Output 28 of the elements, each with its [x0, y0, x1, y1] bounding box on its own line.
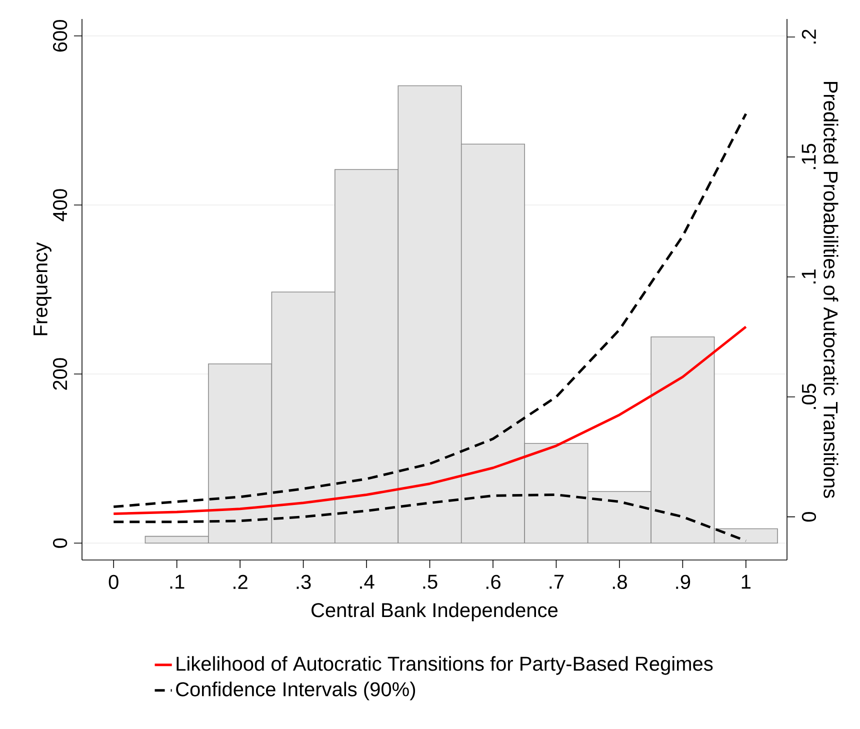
- line-series: [112, 326, 748, 515]
- y2-tick-label: .15: [802, 144, 816, 170]
- y2-tick-label: .1: [802, 270, 816, 284]
- legend-label: Confidence Intervals (90%): [176, 682, 416, 700]
- x-tick-label: .1: [170, 574, 184, 589]
- y2-tick-label: .2: [802, 30, 816, 44]
- x-tick-label: .2: [234, 574, 248, 589]
- x-axis-title: Central Bank Independence: [312, 602, 558, 622]
- y-tick-label: 200: [52, 358, 68, 390]
- x-tick-label: .3: [296, 574, 311, 590]
- y-tick-label: 0: [52, 538, 68, 548]
- x-tick-label: .5: [423, 574, 438, 589]
- legend-label: Likelihood of Autocratic Transitions for Party-Based Regimes: [176, 656, 713, 675]
- x-tick-label: .7: [550, 574, 564, 589]
- x-tick-label: 1: [742, 574, 750, 589]
- x-tick-label: .4: [360, 574, 374, 589]
- line-series: [112, 493, 748, 542]
- y2-axis-title: Predicted Probabilities of Autocratic Transitions: [824, 82, 838, 498]
- x-tick-label: 0: [108, 574, 118, 590]
- y2-tick-label: 0: [802, 512, 816, 522]
- x-tick-label: .9: [676, 574, 690, 590]
- y-tick-label: 600: [52, 20, 68, 52]
- line-series: [112, 112, 748, 508]
- y-axis-title: Frequency: [34, 242, 52, 336]
- x-tick-label: .6: [486, 574, 500, 590]
- x-tick-label: .8: [612, 574, 627, 590]
- y-tick-label: 400: [52, 189, 68, 222]
- y2-tick-label: .05: [802, 384, 816, 409]
